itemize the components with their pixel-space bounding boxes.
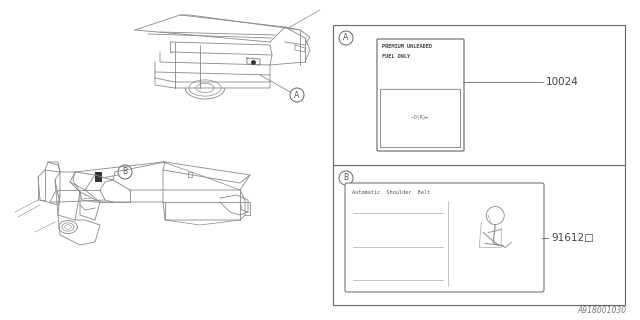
FancyBboxPatch shape (377, 39, 464, 151)
Text: B: B (344, 173, 349, 182)
Bar (95, 172, 102, 182)
Text: 10024: 10024 (546, 77, 579, 87)
Text: B: B (122, 167, 127, 177)
Text: 91612□: 91612□ (551, 233, 594, 243)
Text: PREMIUM UNLEADED: PREMIUM UNLEADED (382, 44, 432, 49)
Text: —O(R)►: —O(R)► (412, 116, 429, 121)
Text: A918001030: A918001030 (578, 306, 627, 315)
FancyBboxPatch shape (345, 183, 544, 292)
Text: FUEL ONLY: FUEL ONLY (382, 54, 410, 59)
Text: A: A (344, 34, 349, 43)
FancyBboxPatch shape (381, 89, 461, 148)
Bar (333, 25, 625, 305)
Text: A: A (294, 91, 300, 100)
Text: Automatic  Shoulder  Belt: Automatic Shoulder Belt (352, 190, 430, 195)
